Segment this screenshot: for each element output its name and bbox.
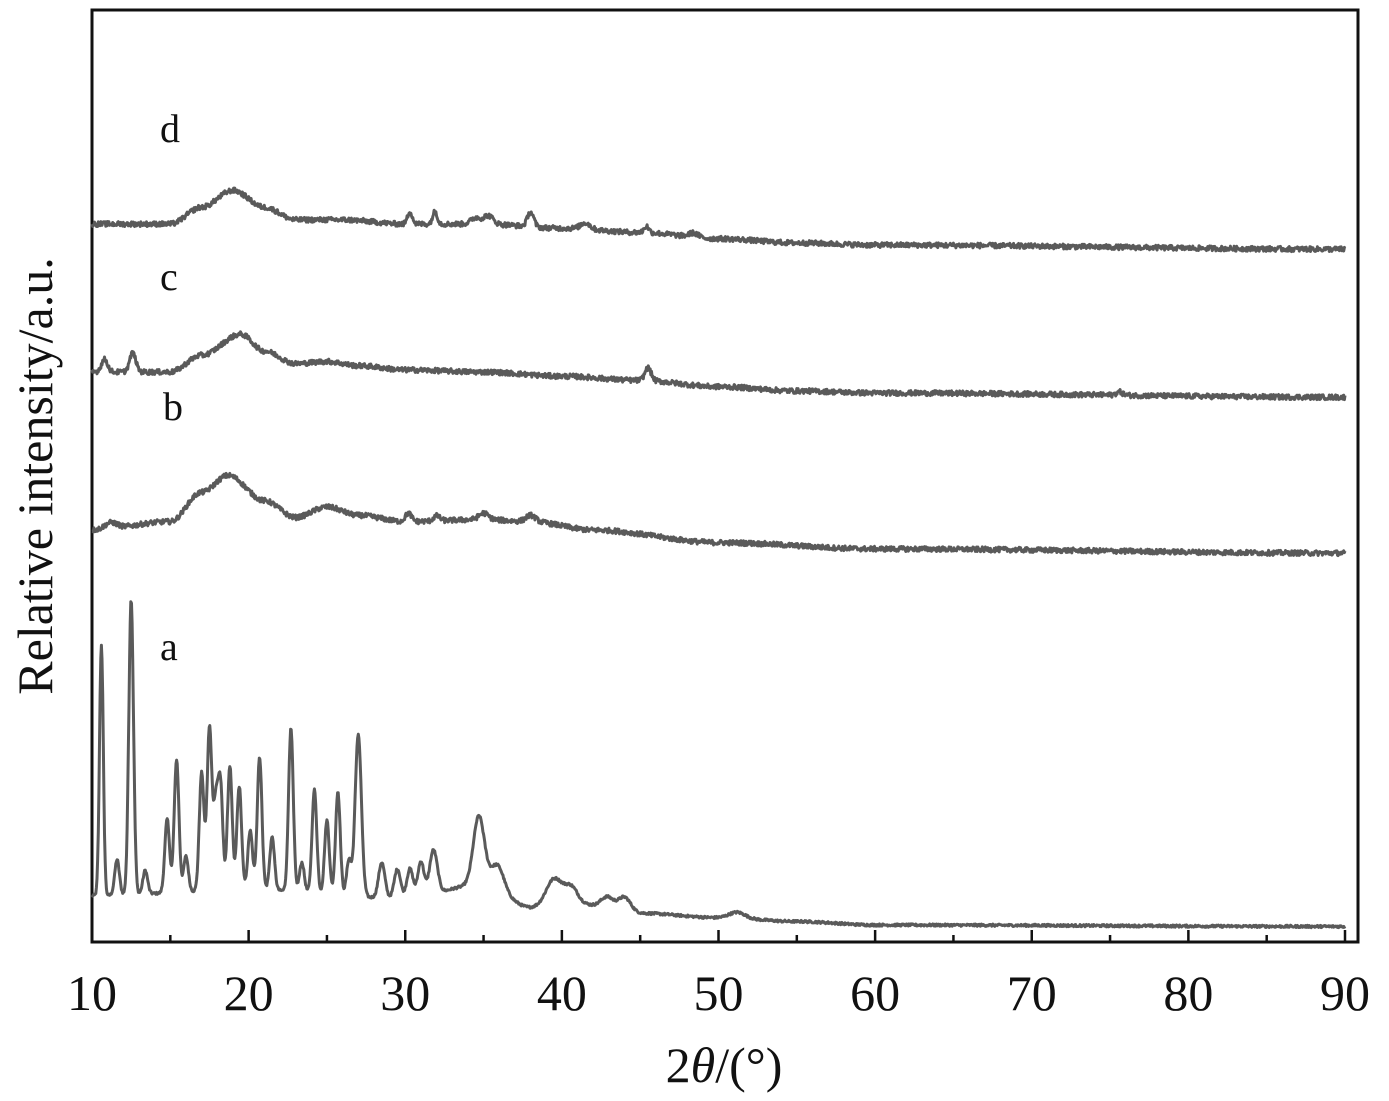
x-tick-label: 70: [1007, 965, 1057, 1021]
x-tick-label: 50: [694, 965, 744, 1021]
series-lines: [90, 186, 1347, 930]
x-tick-labels: 10 20 30 40 50 60 70 80 90: [67, 965, 1370, 1021]
y-axis-title: Relative intensity/a.u.: [7, 257, 63, 694]
x-tick-label: 40: [537, 965, 587, 1021]
curve-labels: a b c d: [160, 106, 183, 669]
x-tick-label: 20: [224, 965, 274, 1021]
curve-label-b: b: [163, 384, 183, 429]
x-tick-label: 60: [850, 965, 900, 1021]
x-axis-title: 2θ/(°): [666, 1037, 783, 1093]
series-line-a: [90, 600, 1347, 930]
plot-frame: [90, 8, 1360, 944]
series-line-b: [91, 471, 1347, 558]
series-line-d: [90, 186, 1347, 254]
curve-label-d: d: [160, 106, 180, 151]
x-ticks: [90, 930, 1347, 942]
x-tick-label: 90: [1320, 965, 1370, 1021]
x-tick-label: 30: [380, 965, 430, 1021]
curve-label-c: c: [160, 254, 178, 299]
x-tick-label: 80: [1163, 965, 1213, 1021]
series-line-c: [90, 330, 1347, 402]
x-tick-label: 10: [67, 965, 117, 1021]
curve-label-a: a: [160, 624, 178, 669]
